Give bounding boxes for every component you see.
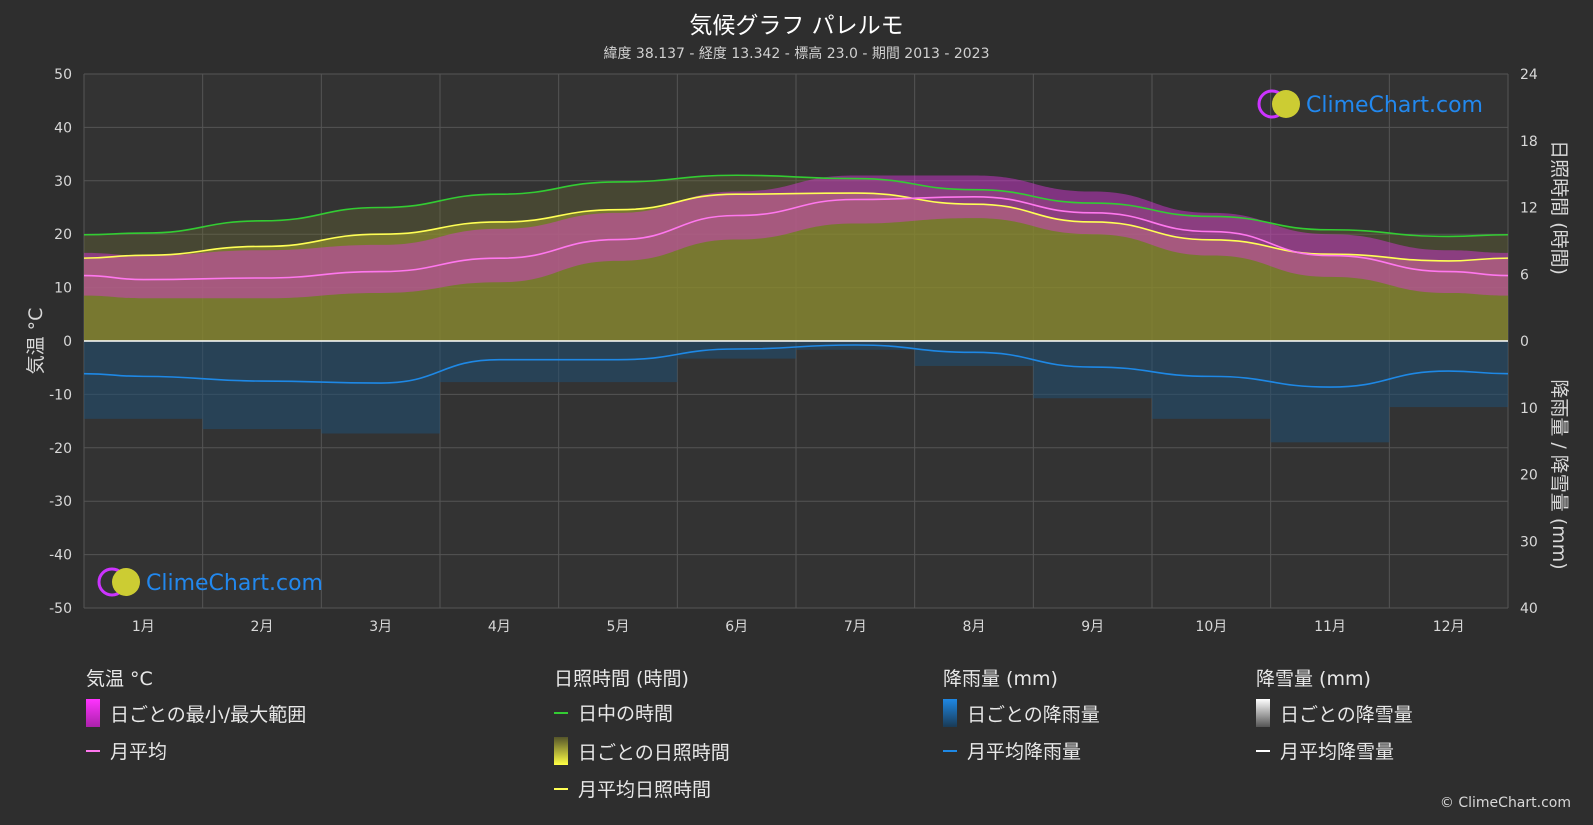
y-left-tick: 50 xyxy=(54,67,72,83)
y-left-tick: 40 xyxy=(54,120,72,136)
legend-item: 日ごとの最小/最大範囲 xyxy=(86,699,306,727)
y-left-tick: -40 xyxy=(49,548,72,564)
y-left-tick: 10 xyxy=(54,281,72,297)
x-tick-label: 9月 xyxy=(1081,619,1104,635)
x-tick-label: 7月 xyxy=(844,619,867,635)
logo-sun-icon xyxy=(1272,90,1300,118)
sunshine-avg-line xyxy=(83,192,1509,262)
logo-text: ClimeChart.com xyxy=(1306,93,1483,118)
daily-rain-bar xyxy=(440,341,559,383)
legend-group-title: 降雪量 (mm) xyxy=(1256,668,1371,690)
x-tick-label: 12月 xyxy=(1433,619,1465,635)
x-tick-label: 5月 xyxy=(607,619,630,635)
legend-swatch xyxy=(554,787,568,790)
daylight-area xyxy=(84,175,1508,341)
legend-item: 日ごとの日照時間 xyxy=(554,737,730,765)
chart-title: 気候グラフ パレルモ xyxy=(689,13,904,39)
x-tick-label: 4月 xyxy=(488,619,511,635)
daily-rain-bar xyxy=(321,341,440,434)
x-tick-label: 10月 xyxy=(1195,619,1227,635)
fills xyxy=(84,175,1508,443)
copyright: © ClimeChart.com xyxy=(1439,795,1571,811)
temp-avg-line xyxy=(83,196,1509,281)
legend-label: 日ごとの最小/最大範囲 xyxy=(110,703,307,726)
daily-rain-bar xyxy=(84,341,203,419)
legend-swatch xyxy=(86,699,100,727)
y-left-tick: 0 xyxy=(63,334,72,350)
legend-label: 月平均降雪量 xyxy=(1280,741,1395,763)
watermark-logo-bottom: ClimeChart.com xyxy=(97,567,323,597)
legend-item: 日ごとの降雪量 xyxy=(1256,699,1413,727)
y-right-tick: 12 xyxy=(1520,201,1538,217)
axes: 50 40 30 20 10 0 -10 -20 -30 -40 -50 24 18 12 6 0 10 20 30… xyxy=(25,67,1570,635)
legend-label: 日ごとの降雪量 xyxy=(1280,703,1413,726)
logo-sun-icon xyxy=(112,568,140,596)
legend-item: 日ごとの降雨量 xyxy=(943,699,1100,727)
y-right-tick: 20 xyxy=(1520,468,1538,484)
y-right-tick: 18 xyxy=(1520,134,1538,150)
legend-label: 月平均降雨量 xyxy=(967,741,1082,763)
x-tick-label: 3月 xyxy=(369,619,392,635)
chart-subtitle: 緯度 38.137 - 経度 13.342 - 標高 23.0 - 期間 201… xyxy=(603,46,990,62)
legend-item: 月平均降雪量 xyxy=(1256,737,1394,764)
series-lines xyxy=(83,174,1509,388)
daily-sunshine-area xyxy=(84,193,1508,341)
y-left-tick: 20 xyxy=(54,227,72,243)
y-left-label: 気温 °C xyxy=(25,308,47,375)
legend-group-title: 降雨量 (mm) xyxy=(943,668,1058,690)
legend-label: 月平均日照時間 xyxy=(578,779,712,801)
legend-swatch xyxy=(86,749,100,752)
daily-rain-bar xyxy=(677,341,796,359)
temp-range-band xyxy=(84,175,1508,299)
y-right-tick: 0 xyxy=(1520,334,1529,350)
legend-swatch xyxy=(943,699,957,727)
daily-rain-bar xyxy=(202,341,322,430)
legend-swatch xyxy=(1256,699,1270,727)
daily-rain-bar xyxy=(1270,341,1390,443)
y-right-tick: 24 xyxy=(1520,67,1538,83)
y-right-tick: 10 xyxy=(1520,401,1538,417)
x-tick-label: 11月 xyxy=(1314,619,1346,635)
legend-item: 日中の時間 xyxy=(554,699,673,726)
rain-avg-line xyxy=(83,344,1509,388)
watermark-logo-top: ClimeChart.com xyxy=(1257,89,1483,119)
legend-item: 月平均降雨量 xyxy=(943,737,1081,764)
daily-rain-bar xyxy=(914,341,1034,366)
legend-label: 日中の時間 xyxy=(578,703,674,725)
legend-swatch xyxy=(1256,749,1270,752)
legend-item: 月平均日照時間 xyxy=(554,775,711,802)
logo-text: ClimeChart.com xyxy=(146,571,323,596)
y-right-tick: 40 xyxy=(1520,601,1538,617)
legend-group-title: 気温 °C xyxy=(86,668,153,690)
daily-rain-bar xyxy=(1152,341,1271,419)
y-right-bottom-label: 降雨量 / 降雪量 (mm) xyxy=(1548,379,1570,569)
legend-swatch xyxy=(554,711,568,714)
y-right-tick: 30 xyxy=(1520,534,1538,550)
y-left-tick: -20 xyxy=(49,441,72,457)
x-tick-label: 6月 xyxy=(725,619,748,635)
x-tick-label: 1月 xyxy=(132,619,155,635)
y-right-top-label: 日照時間 (時間) xyxy=(1548,140,1570,275)
y-left-tick: -10 xyxy=(49,387,72,403)
x-tick-label: 2月 xyxy=(251,619,274,635)
y-left-tick: -50 xyxy=(49,601,72,617)
y-left-tick: 30 xyxy=(54,174,72,190)
daily-rain-bar xyxy=(558,341,678,383)
legend-label: 月平均 xyxy=(110,741,168,763)
legend-item: 月平均 xyxy=(86,737,167,764)
y-left-tick: -30 xyxy=(49,494,72,510)
x-tick-label: 8月 xyxy=(963,619,986,635)
legend-swatch xyxy=(943,749,957,752)
legend-label: 日ごとの日照時間 xyxy=(578,741,730,764)
legend-swatch xyxy=(554,737,568,765)
y-right-tick: 6 xyxy=(1520,267,1529,283)
daylight-line xyxy=(83,174,1509,238)
legend-label: 日ごとの降雨量 xyxy=(967,703,1100,726)
legend-group-title: 日照時間 (時間) xyxy=(554,668,689,690)
